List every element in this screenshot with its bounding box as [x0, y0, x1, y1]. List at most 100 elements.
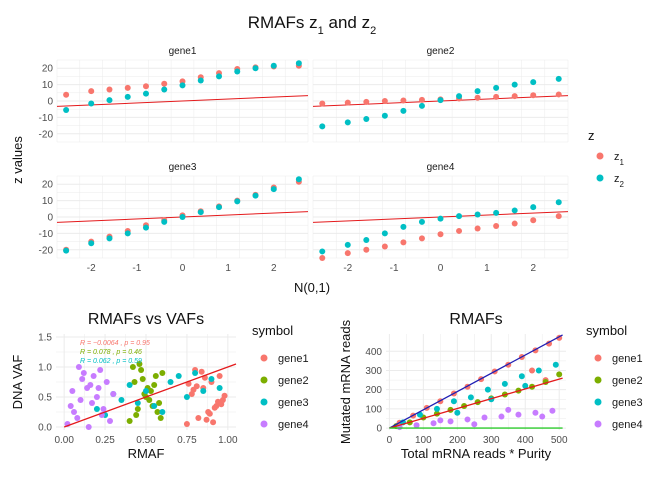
- legend-label: z2: [614, 173, 625, 189]
- figure-title-sub1: 1: [318, 25, 324, 37]
- data-point-gene1: [193, 383, 200, 390]
- legend-title: symbol: [586, 323, 627, 338]
- data-point-gene2: [146, 397, 153, 403]
- y-tick-label: 200: [365, 385, 382, 396]
- data-point-z2: [295, 176, 302, 183]
- data-point-z1: [381, 98, 388, 104]
- data-point-gene1: [216, 373, 223, 379]
- data-point-gene2: [154, 409, 161, 415]
- y-tick-label: 0: [376, 424, 382, 435]
- y-tick-label: -10: [39, 229, 54, 240]
- x-axis-title: N(0,1): [294, 280, 330, 295]
- legend-label-main: z: [614, 151, 620, 163]
- data-point-gene4: [481, 414, 488, 421]
- data-point-gene2: [131, 379, 138, 385]
- data-point-z1: [474, 225, 481, 232]
- legend-label-main: z: [614, 173, 620, 185]
- fit-line: [63, 363, 237, 428]
- facet-label: gene1: [169, 46, 197, 57]
- data-point-z1: [88, 88, 95, 95]
- x-tick-label: -1: [132, 263, 141, 274]
- data-point-gene4: [498, 413, 505, 420]
- y-axis-title: z values: [10, 136, 25, 184]
- data-point-z2: [511, 207, 518, 214]
- legend-marker: [594, 398, 602, 406]
- y-tick-label: 20: [42, 180, 54, 191]
- data-point-gene4: [107, 418, 113, 424]
- data-point-gene1: [183, 421, 190, 427]
- data-point-gene2: [556, 371, 563, 378]
- x-tick-label: 0.25: [95, 435, 115, 446]
- figure-title-main: RMAFs z: [248, 13, 318, 32]
- legend-label: gene2: [278, 375, 309, 387]
- data-point-gene3: [93, 406, 100, 412]
- data-point-gene4: [80, 370, 87, 376]
- x-tick-label: 100: [415, 435, 432, 446]
- data-point-z2: [252, 192, 259, 199]
- data-point-gene4: [110, 391, 117, 397]
- x-tick-label: -2: [343, 263, 352, 274]
- data-point-gene3: [143, 388, 149, 394]
- data-point-z1: [106, 86, 113, 93]
- data-point-z2: [400, 223, 407, 230]
- data-point-gene2: [136, 361, 143, 367]
- legend-label: gene1: [278, 353, 309, 365]
- figure-title-mid: and z: [324, 13, 370, 32]
- data-point-gene3: [167, 379, 174, 385]
- data-point-z2: [555, 75, 562, 82]
- data-point-gene4: [74, 415, 81, 421]
- figure-title: RMAFs z1 and z2: [248, 13, 376, 37]
- data-point-z1: [511, 220, 518, 227]
- legend-marker: [594, 420, 602, 428]
- data-point-gene4: [87, 382, 94, 388]
- legend-marker: [596, 152, 604, 160]
- data-point-gene4: [95, 385, 102, 391]
- data-point-z1: [319, 100, 326, 107]
- y-tick-label: 1.5: [38, 333, 52, 344]
- data-point-gene4: [75, 364, 82, 370]
- data-point-z2: [474, 211, 481, 218]
- data-point-z1: [493, 93, 500, 100]
- data-point-z2: [295, 60, 302, 67]
- data-point-z1: [555, 213, 562, 220]
- data-point-gene2: [138, 367, 145, 373]
- legend-label: gene3: [278, 397, 309, 409]
- data-point-gene3: [192, 370, 199, 376]
- x-tick-label: -2: [87, 263, 96, 274]
- legend-label: z1: [614, 151, 625, 167]
- x-tick-label: 0: [387, 435, 393, 446]
- data-point-gene3: [450, 398, 457, 405]
- data-point-z1: [530, 92, 537, 99]
- data-point-gene1: [206, 410, 213, 417]
- legend-label: gene3: [612, 397, 643, 409]
- y-tick-label: 1.0: [38, 363, 52, 374]
- data-point-gene3: [183, 394, 190, 400]
- x-tick-label: 0: [180, 263, 186, 274]
- data-point-gene2: [151, 382, 158, 388]
- data-point-gene3: [216, 385, 223, 391]
- data-point-gene2: [139, 376, 146, 382]
- y-tick-label: 0.5: [38, 393, 52, 404]
- data-point-gene1: [198, 368, 205, 375]
- line-fit_line: [389, 377, 563, 429]
- data-point-gene3: [467, 394, 474, 401]
- data-point-z2: [142, 224, 149, 231]
- data-point-z1: [363, 98, 370, 105]
- data-point-gene4: [90, 373, 97, 379]
- data-point-gene4: [539, 413, 546, 420]
- y-tick-label: 0: [47, 97, 53, 108]
- correlation-annotation: R = −0.0064 , p = 0.95: [80, 340, 150, 347]
- x-tick-label: 0.50: [136, 435, 156, 446]
- data-point-gene1: [218, 401, 225, 408]
- data-point-gene1: [221, 392, 228, 399]
- y-tick-label: 10: [42, 80, 54, 91]
- data-point-z2: [555, 199, 562, 206]
- data-point-gene2: [129, 364, 136, 370]
- data-point-z1: [179, 78, 186, 85]
- rmafs-vs-vafs-chart: 0.00 0.25 0.50 0.75 1.00 0.0 0.5 1.0 1.5 RMAFs vs…: [10, 311, 309, 461]
- y-tick-label: -20: [39, 129, 54, 140]
- data-point-gene3: [208, 376, 215, 382]
- data-point-gene3: [552, 361, 559, 368]
- data-point-gene4: [103, 379, 110, 385]
- legend-marker: [594, 354, 602, 362]
